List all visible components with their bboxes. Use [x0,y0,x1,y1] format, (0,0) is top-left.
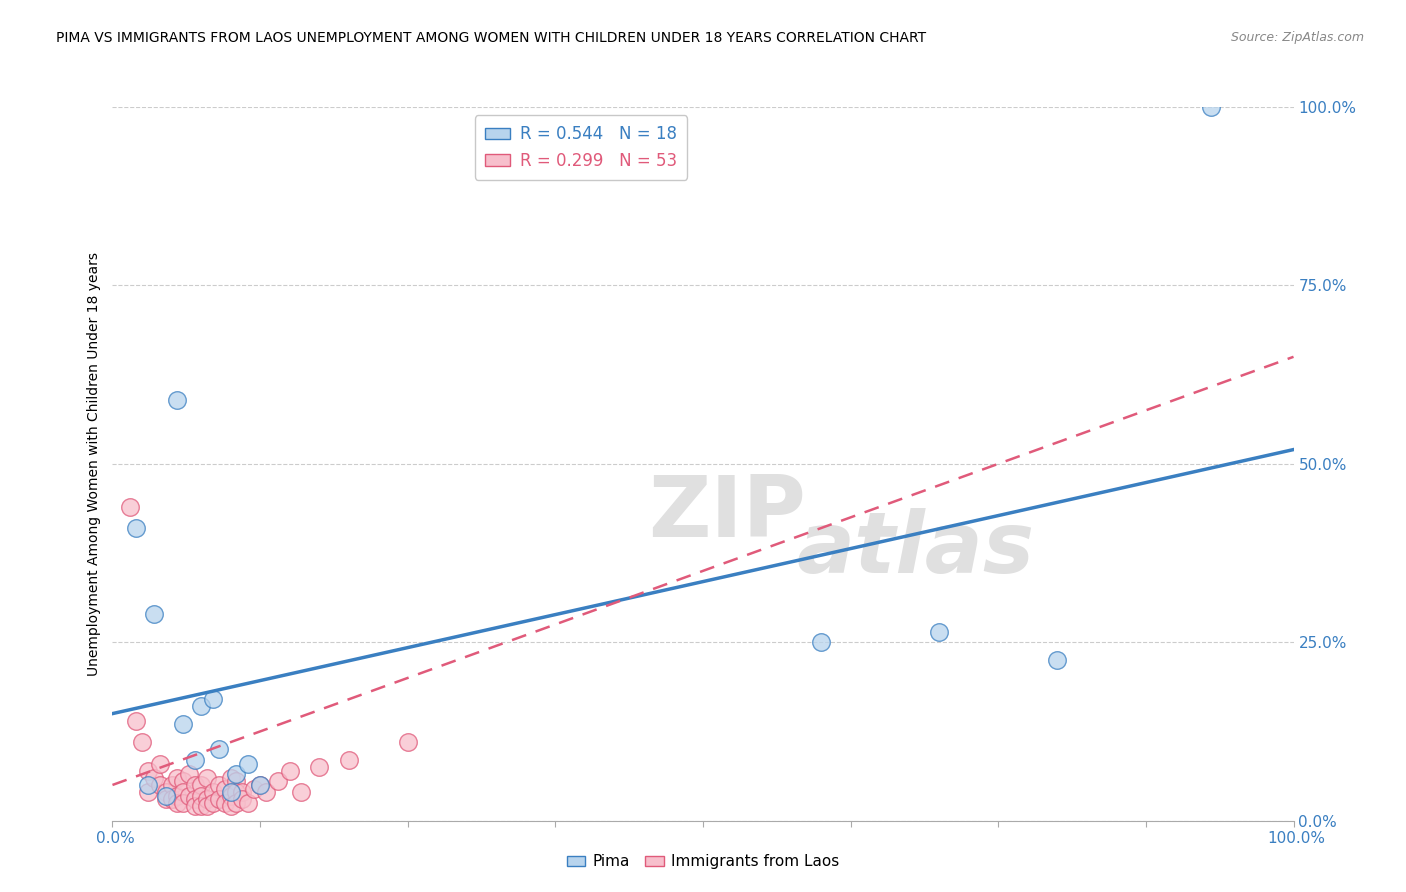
Point [225,774,247,789]
Point [219,789,242,803]
Point [184,799,207,814]
Legend: Pima, Immigrants from Laos: Pima, Immigrants from Laos [561,848,845,875]
Legend: R = 0.544   N = 18, R = 0.299   N = 53: R = 0.544 N = 18, R = 0.299 N = 53 [475,115,688,179]
Point [190,799,212,814]
Point [249,778,271,792]
Point [195,771,218,785]
Point [172,717,194,731]
Point [201,785,224,799]
Point [238,796,260,810]
Point [160,778,183,792]
Point [179,767,201,781]
Point [136,778,159,792]
Point [172,796,194,810]
Point [238,756,260,771]
Point [219,799,242,814]
Point [184,753,207,767]
Point [201,692,224,706]
Point [166,771,188,785]
Text: ZIP: ZIP [648,472,806,556]
Point [201,796,224,810]
Point [214,781,236,796]
Point [172,774,194,789]
Text: 0.0%: 0.0% [96,831,135,846]
Point [396,735,419,749]
Point [184,792,207,806]
Point [810,635,832,649]
Point [225,785,247,799]
Point [131,735,153,749]
Point [149,756,172,771]
Point [142,771,165,785]
Point [290,785,312,799]
Point [190,778,212,792]
Point [136,764,159,778]
Point [1199,100,1222,114]
Point [125,521,148,535]
Point [149,778,172,792]
Point [160,792,183,806]
Point [172,785,194,799]
Point [208,792,231,806]
Point [928,624,950,639]
Point [208,778,231,792]
Point [155,785,177,799]
Point [120,500,142,514]
Point [337,753,360,767]
Text: PIMA VS IMMIGRANTS FROM LAOS UNEMPLOYMENT AMONG WOMEN WITH CHILDREN UNDER 18 YEA: PIMA VS IMMIGRANTS FROM LAOS UNEMPLOYMEN… [56,31,927,45]
Point [249,778,271,792]
Point [190,699,212,714]
Point [136,785,159,799]
Point [231,785,253,799]
Point [225,796,247,810]
Point [219,785,242,799]
Point [184,778,207,792]
Point [219,771,242,785]
Point [267,774,290,789]
Point [214,796,236,810]
Text: Source: ZipAtlas.com: Source: ZipAtlas.com [1230,31,1364,45]
Point [155,792,177,806]
Point [125,714,148,728]
Point [166,789,188,803]
Point [208,742,231,756]
Point [308,760,330,774]
Point [1046,653,1069,667]
Y-axis label: Unemployment Among Women with Children Under 18 years: Unemployment Among Women with Children U… [87,252,101,676]
Point [179,789,201,803]
Point [142,607,165,621]
Point [225,767,247,781]
Point [166,392,188,407]
Point [278,764,301,778]
Point [190,789,212,803]
Point [195,792,218,806]
Text: 100.0%: 100.0% [1267,831,1326,846]
Point [195,799,218,814]
Point [243,781,266,796]
Point [155,789,177,803]
Point [231,792,253,806]
Text: atlas: atlas [797,508,1035,591]
Point [254,785,277,799]
Point [166,796,188,810]
